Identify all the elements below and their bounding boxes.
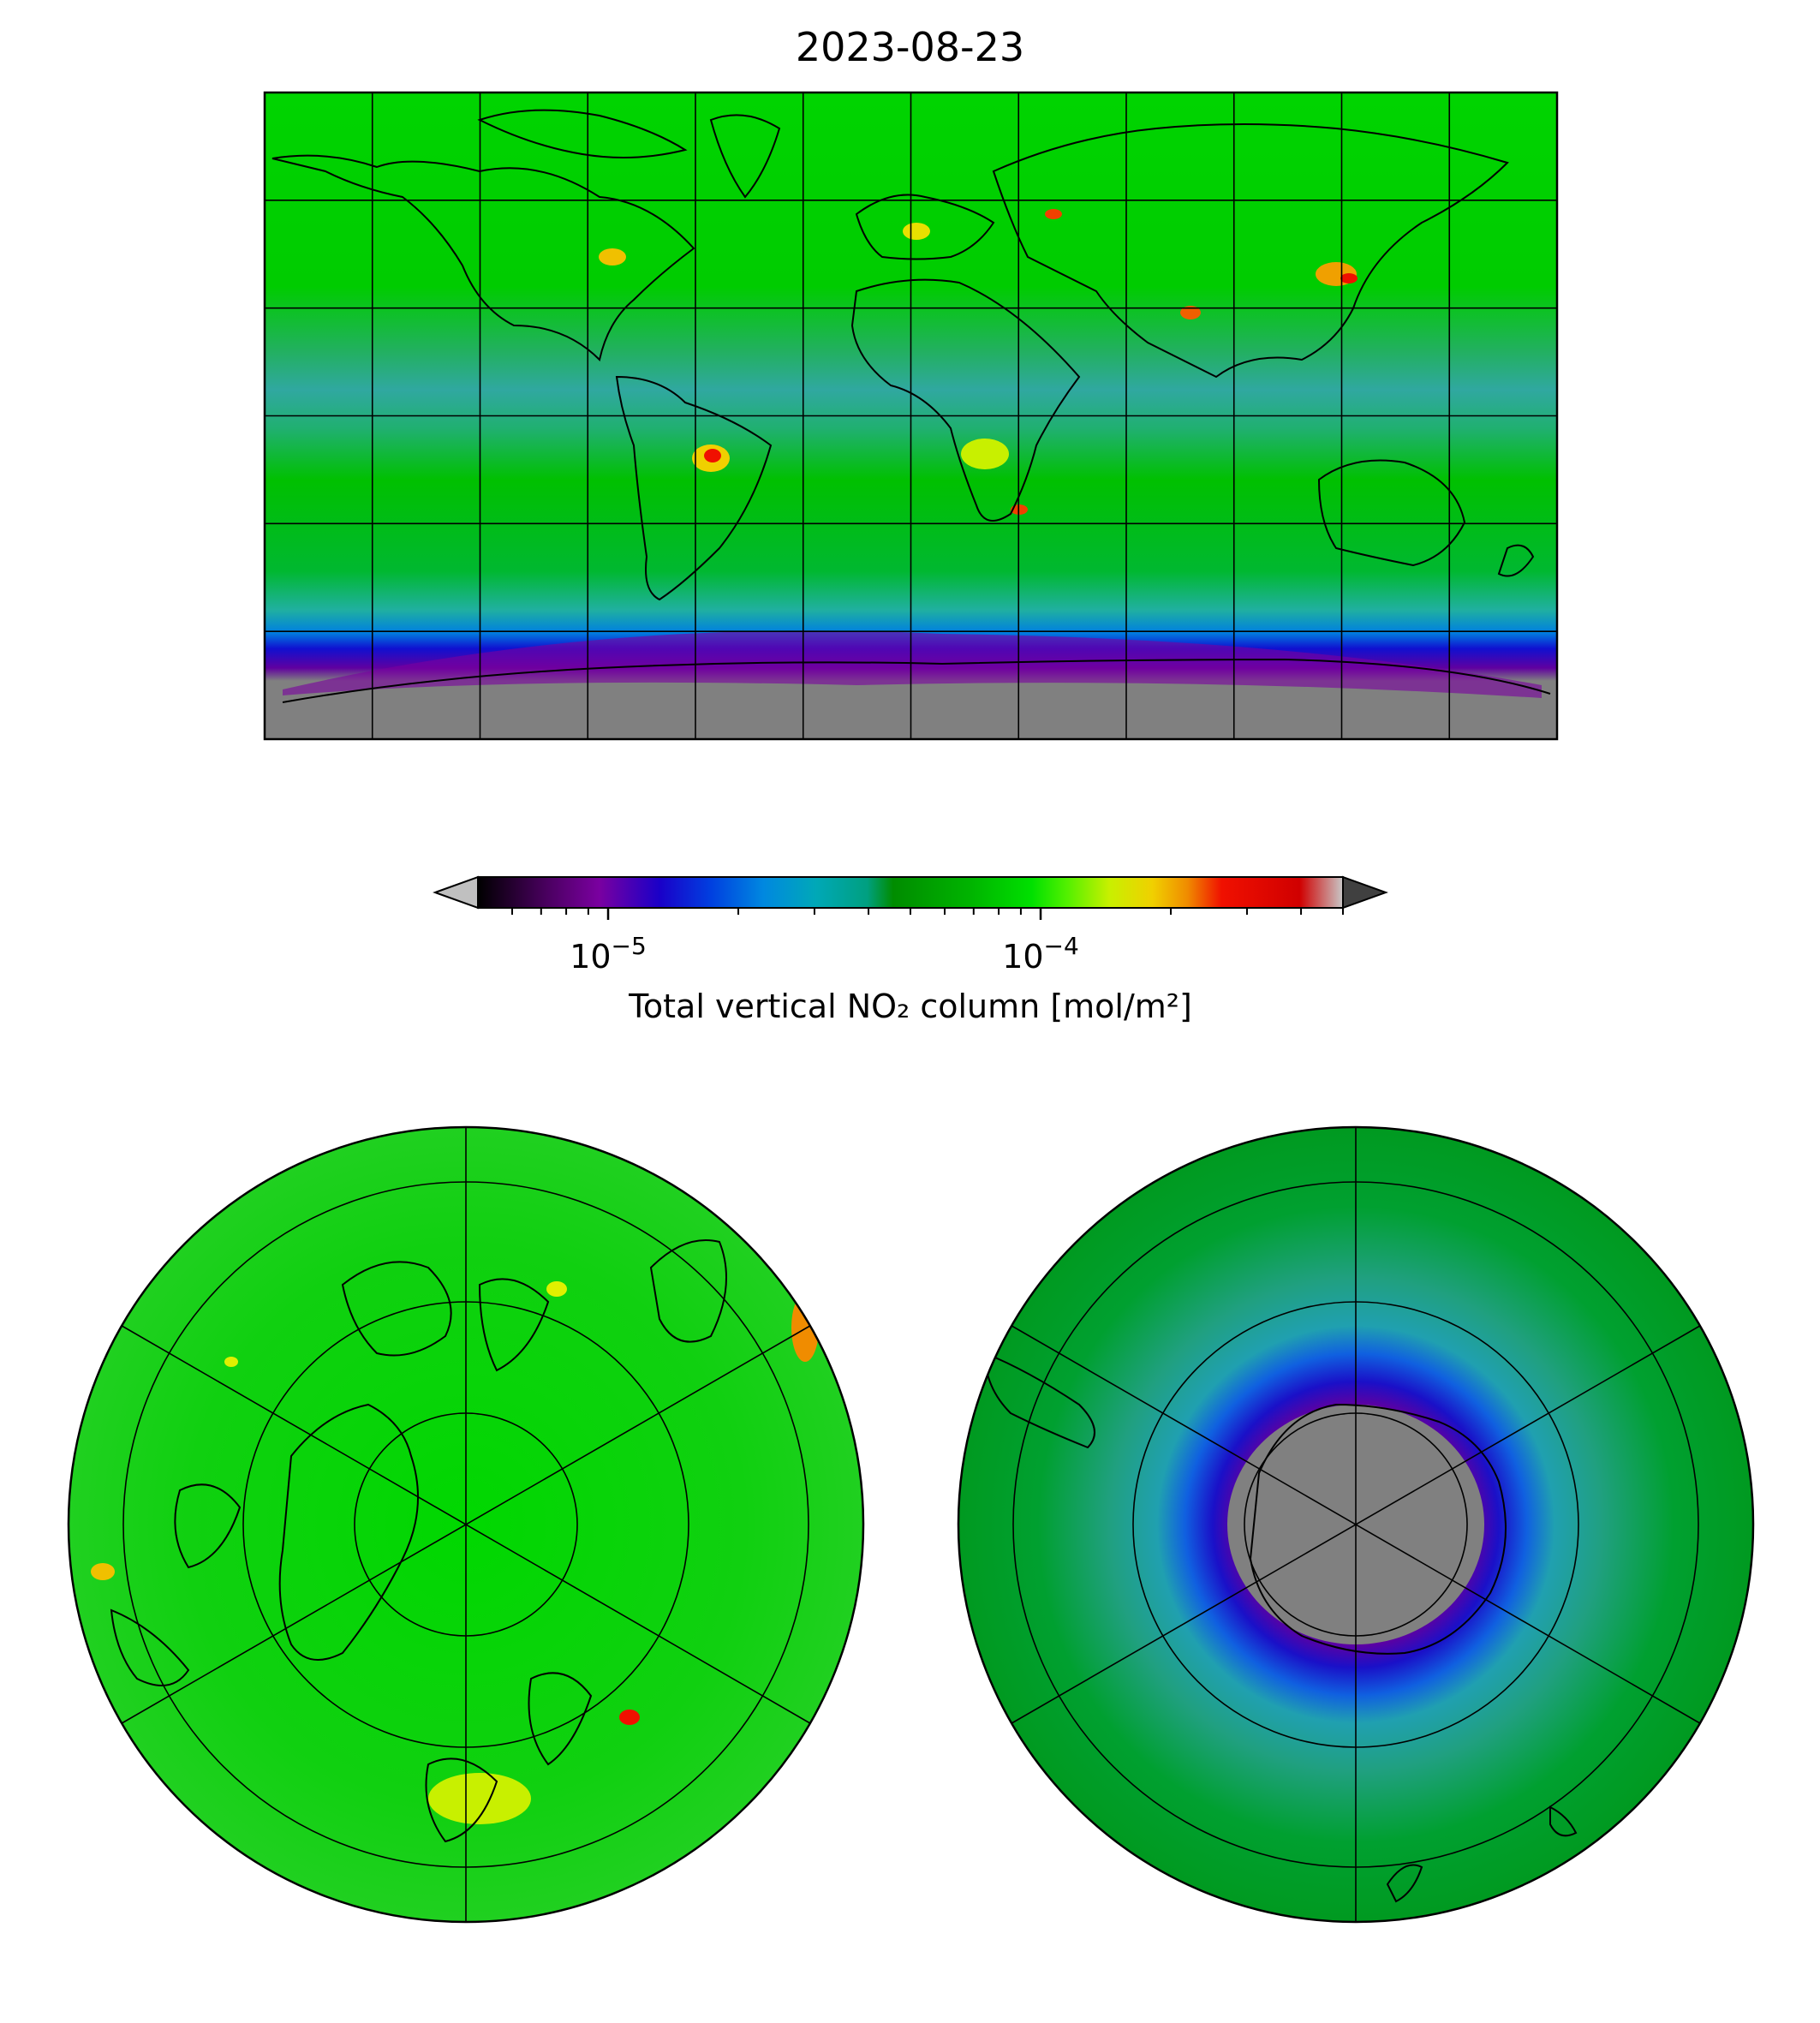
north-polar-gridlines <box>121 1127 811 1922</box>
global-gridlines <box>265 92 1557 739</box>
colorbar-tick-label: 10−5 <box>570 932 647 976</box>
south-polar-map <box>957 1125 1755 1924</box>
colorbar-tick-1e-5: 10−5 <box>570 908 647 976</box>
global-map <box>263 91 1559 741</box>
south-polar-coastlines <box>983 1352 1578 1903</box>
north-polar-frame <box>67 1125 865 1924</box>
global-map-frame <box>263 91 1559 741</box>
global-hotspots <box>283 209 1542 698</box>
colorbar-tick-label: 10−4 <box>1002 932 1079 976</box>
colorbar: 10−5 10−4 Total vertical NO₂ column [mol… <box>433 875 1388 1025</box>
colorbar-tick-1e-4: 10−4 <box>1002 908 1079 976</box>
global-coastlines <box>272 109 1551 703</box>
colorbar-gradient <box>477 876 1344 909</box>
north-polar-map <box>67 1125 865 1924</box>
south-polar-gridlines <box>1011 1127 1701 1922</box>
colorbar-over-extension <box>1342 875 1388 910</box>
figure-title: 2023-08-23 <box>795 24 1025 70</box>
colorbar-under-extension <box>433 875 479 910</box>
colorbar-label: Total vertical NO₂ column [mol/m²] <box>628 988 1192 1025</box>
colorbar-minor-ticks <box>510 908 1344 915</box>
north-polar-coastlines <box>110 1239 727 1843</box>
south-polar-frame <box>957 1125 1755 1924</box>
